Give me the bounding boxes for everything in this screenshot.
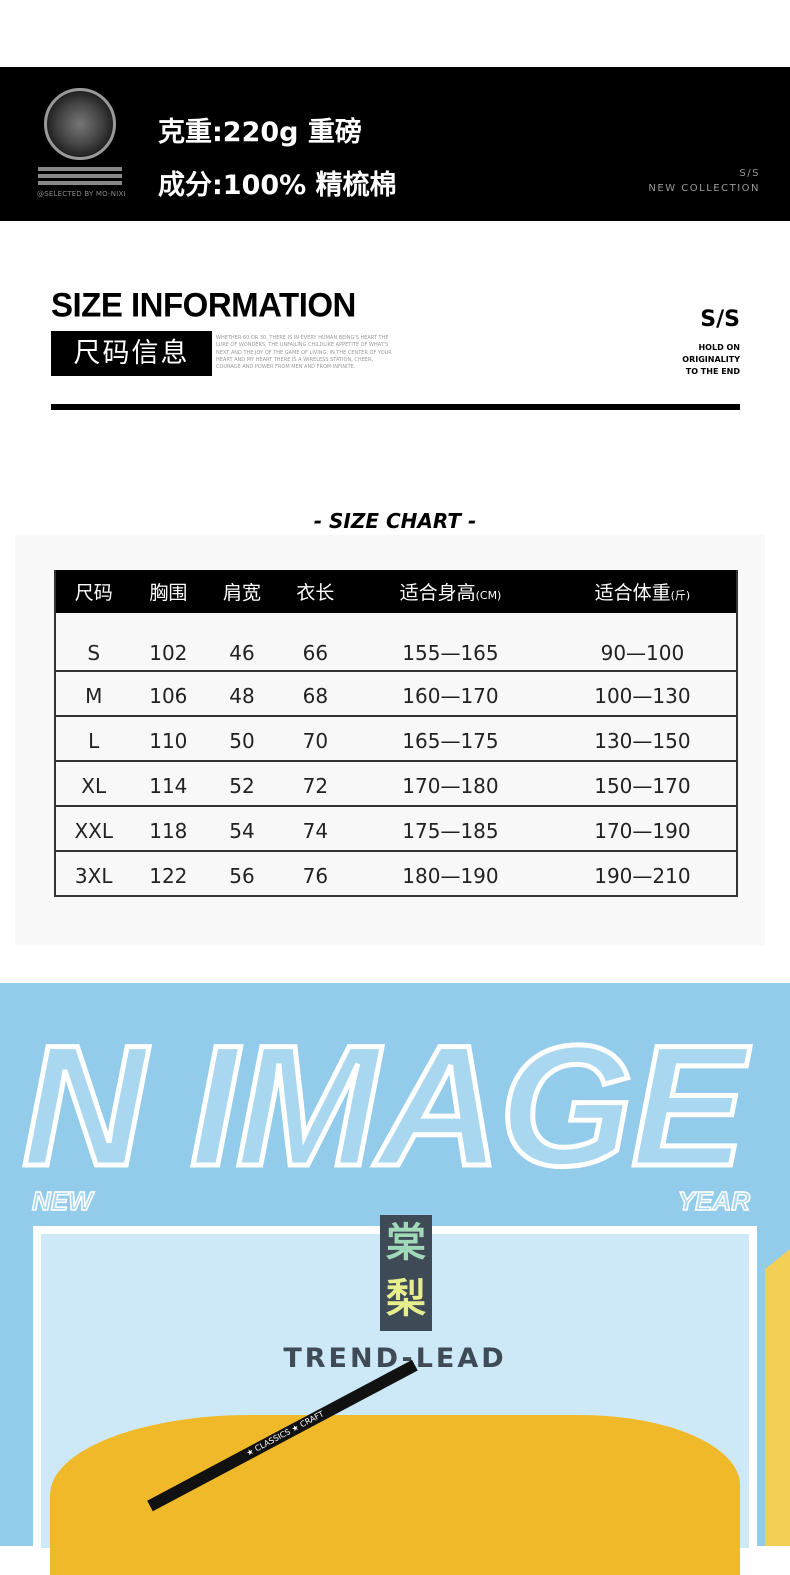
table-row: M 106 48 68 160—170 100—130 — [55, 671, 737, 717]
divider — [51, 404, 740, 410]
slogan: HOLD ON ORIGINALITY TO THE END — [682, 342, 740, 378]
table-cell: 170—190 — [548, 806, 737, 852]
table-row: XXL 118 54 74 175—185 170—190 — [55, 806, 737, 852]
weight-spec: 克重:220g 重磅 — [158, 117, 362, 148]
table-cell: 175—185 — [352, 806, 549, 852]
table-cell: 66 — [278, 613, 353, 672]
logo-stripe — [38, 167, 122, 171]
table-cell: 160—170 — [352, 671, 549, 717]
table-cell: 106 — [131, 671, 206, 717]
table-cell: 54 — [205, 806, 279, 852]
header-unit: (斤) — [670, 589, 691, 602]
composition-spec: 成分:100% 精梳棉 — [158, 170, 397, 201]
table-cell: 74 — [278, 806, 353, 852]
promo-headline: N IMAGE — [20, 1010, 749, 1202]
collection-tag: S/S NEW COLLECTION — [648, 166, 760, 196]
table-cell: 68 — [278, 671, 353, 717]
table-cell: 110 — [131, 716, 206, 762]
column-header: 适合身高(CM) — [352, 570, 549, 613]
table-cell: 130—150 — [548, 716, 737, 762]
table-cell: M — [55, 671, 132, 717]
slogan-line: ORIGINALITY — [682, 355, 740, 364]
header-label: 衣长 — [296, 582, 335, 604]
collection: NEW COLLECTION — [648, 183, 760, 194]
table-cell: L — [55, 716, 132, 762]
brand-logo — [44, 88, 116, 160]
size-chart-title: - SIZE CHART - — [313, 509, 477, 533]
table-cell: 100—130 — [548, 671, 737, 717]
table-cell: 122 — [131, 851, 206, 897]
table-row: S 102 46 66 155—165 90—100 — [55, 613, 737, 672]
size-info-title: SIZE INFORMATION — [51, 285, 356, 324]
table-cell: 76 — [278, 851, 353, 897]
new-tag: NEW — [31, 1185, 93, 1217]
season: S/S — [739, 168, 760, 179]
column-header: 衣长 — [278, 570, 353, 613]
table-cell: 46 — [205, 613, 279, 672]
selected-by: @SELECTED BY MO-NIXI — [37, 190, 126, 198]
size-table: 尺码 胸围 肩宽 衣长 适合身高(CM) 适合体重(斤) S 102 46 66 155—165 90… — [54, 570, 738, 897]
size-info-body: WHETHER 60 OR 30, THERE IS IN EVERY HUMA… — [216, 335, 392, 371]
year-tag: YEAR — [677, 1185, 751, 1217]
table-row: L 110 50 70 165—175 130—150 — [55, 716, 737, 762]
table-cell: 170—180 — [352, 761, 549, 807]
column-header: 肩宽 — [205, 570, 279, 613]
table-cell: 70 — [278, 716, 353, 762]
logo-stripe — [38, 174, 122, 178]
table-row: 3XL 122 56 76 180—190 190—210 — [55, 851, 737, 897]
table-cell: XL — [55, 761, 132, 807]
table-cell: 155—165 — [352, 613, 549, 672]
brand-vertical-label: 棠 梨 — [380, 1215, 432, 1331]
yellow-accent — [765, 1245, 790, 1546]
season-mark: S/S — [700, 307, 740, 332]
header-label: 肩宽 — [222, 582, 261, 604]
table-row: XL 114 52 72 170—180 150—170 — [55, 761, 737, 807]
table-cell: XXL — [55, 806, 132, 852]
table-cell: 56 — [205, 851, 279, 897]
header-label: 胸围 — [149, 582, 188, 604]
table-cell: 114 — [131, 761, 206, 807]
folded-yellow-shirt — [50, 1415, 740, 1575]
column-header: 适合体重(斤) — [548, 570, 737, 613]
header-label: 尺码 — [74, 582, 113, 604]
table-cell: 180—190 — [352, 851, 549, 897]
table-cell: 48 — [205, 671, 279, 717]
table-cell: 3XL — [55, 851, 132, 897]
table-cell: 90—100 — [548, 613, 737, 672]
slogan-line: HOLD ON — [698, 343, 740, 352]
table-cell: S — [55, 613, 132, 672]
label-char: 棠 — [386, 1220, 426, 1266]
spec-banner — [0, 67, 790, 221]
table-cell: 150—170 — [548, 761, 737, 807]
logo-stripe — [38, 181, 122, 185]
column-header: 尺码 — [55, 570, 132, 613]
table-cell: 52 — [205, 761, 279, 807]
table-cell: 165—175 — [352, 716, 549, 762]
header-label: 适合身高 — [399, 582, 476, 604]
header-label: 适合体重 — [594, 582, 671, 604]
table-cell: 190—210 — [548, 851, 737, 897]
table-cell: 72 — [278, 761, 353, 807]
label-char: 梨 — [386, 1276, 426, 1322]
table-cell: 50 — [205, 716, 279, 762]
size-info-cn-title: 尺码信息 — [51, 331, 212, 376]
slogan-line: TO THE END — [685, 367, 740, 376]
table-cell: 118 — [131, 806, 206, 852]
header-unit: (CM) — [475, 589, 502, 602]
table-cell: 102 — [131, 613, 206, 672]
column-header: 胸围 — [131, 570, 206, 613]
